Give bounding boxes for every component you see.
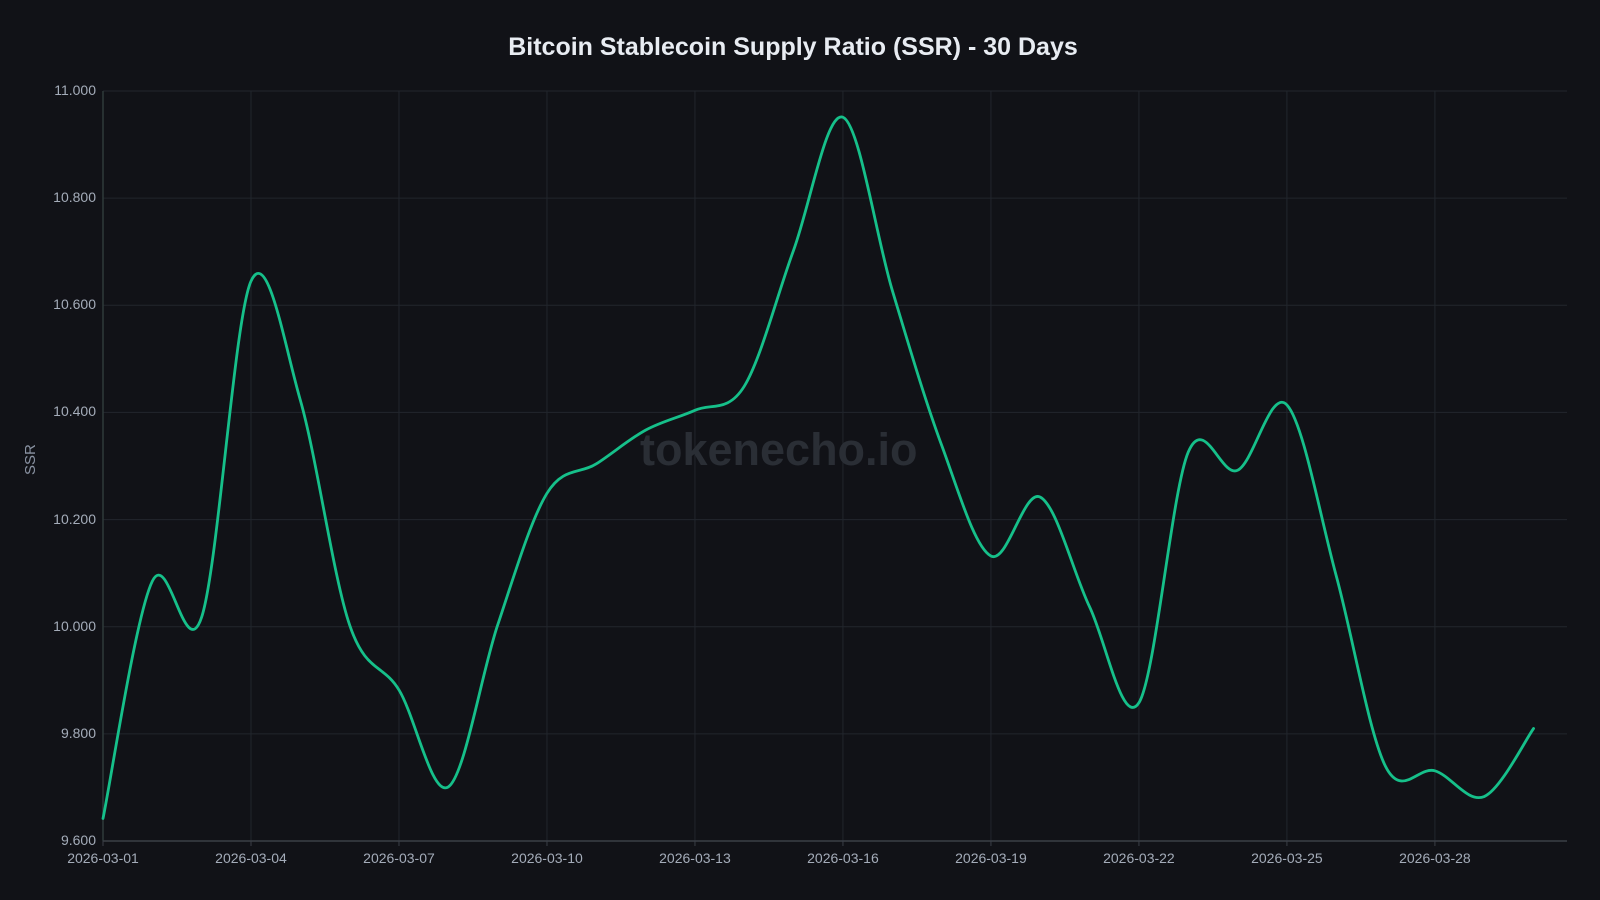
x-tick-label: 2026-03-28: [1399, 850, 1471, 866]
ssr-line-series: [101, 115, 1535, 820]
x-tick-label: 2026-03-13: [659, 850, 731, 866]
y-tick-label: 11.000: [54, 82, 96, 98]
y-tick-label: 10.000: [53, 617, 96, 634]
y-tick-label: 10.200: [53, 510, 96, 527]
x-tick-label: 2026-03-22: [1103, 850, 1175, 866]
y-tick-label: 10.400: [53, 403, 96, 420]
y-tick-label: 9.800: [60, 724, 96, 741]
x-tick-label: 2026-03-07: [363, 850, 435, 866]
x-tick-label: 2026-03-16: [807, 850, 879, 866]
x-tick-label: 2026-03-04: [215, 850, 287, 866]
x-tick-label: 2026-03-01: [67, 850, 139, 866]
y-tick-label: 10.800: [53, 189, 96, 206]
y-tick-label: 9.600: [60, 832, 96, 848]
x-tick-label: 2026-03-25: [1251, 850, 1323, 866]
y-tick-label: 10.600: [53, 296, 96, 313]
y-axis-label: SSR: [22, 444, 39, 475]
x-tick-label: 2026-03-19: [955, 850, 1027, 866]
chart-title: Bitcoin Stablecoin Supply Ratio (SSR) - …: [508, 33, 1078, 61]
watermark: tokenecho.io: [640, 424, 918, 475]
x-tick-label: 2026-03-10: [511, 850, 583, 866]
